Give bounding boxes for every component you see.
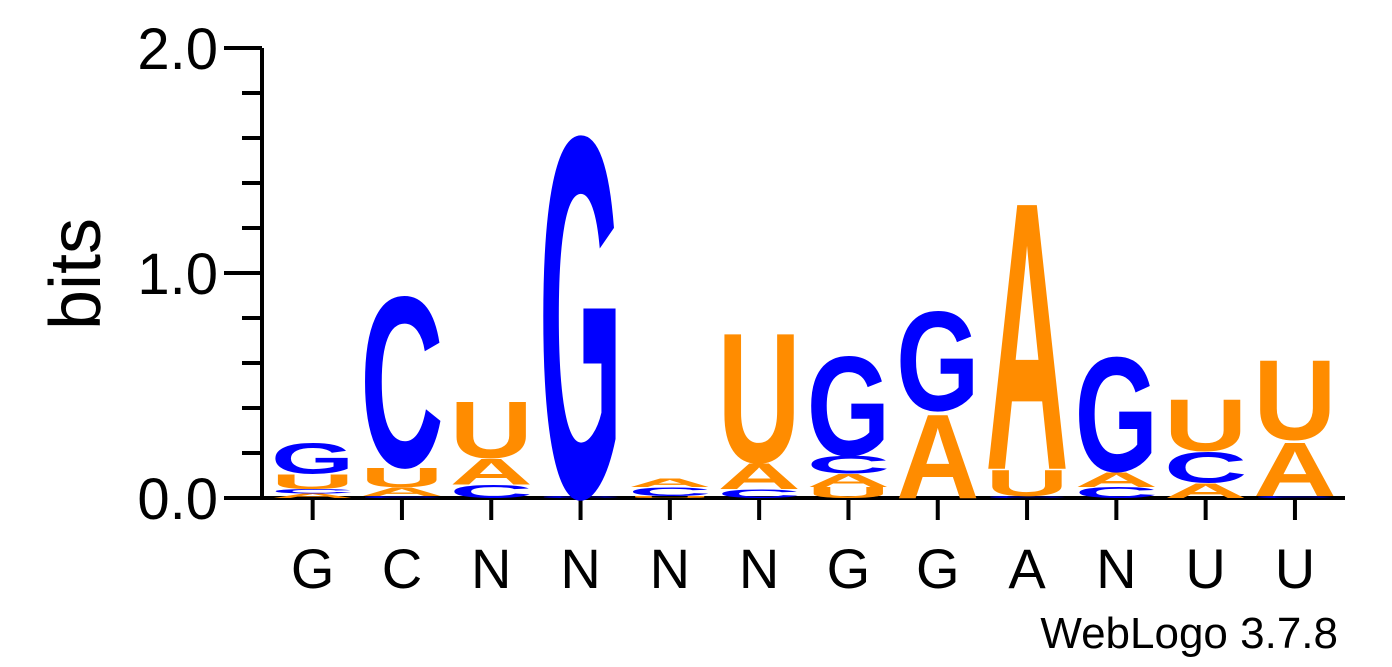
x-tick-label: G xyxy=(827,537,871,600)
letter-stack: AG xyxy=(896,281,979,523)
letter-stack: CG xyxy=(539,29,622,605)
x-tick-label: N xyxy=(471,537,511,600)
x-tick-label: N xyxy=(560,537,600,600)
logo-letter: A xyxy=(896,389,979,524)
logo-letter: U xyxy=(360,462,443,493)
logo-letter: C xyxy=(1253,495,1336,498)
logo-letter: G xyxy=(896,281,979,440)
logo-letter: U xyxy=(1164,383,1247,466)
logo-letter: A xyxy=(985,122,1068,550)
y-axis: 0.0 1.0 2.0 xyxy=(137,17,264,532)
y-tick-label: 1.0 xyxy=(137,242,218,307)
y-axis-title: bits xyxy=(36,218,116,330)
logo-letter: A xyxy=(1075,467,1158,491)
x-tick-label: N xyxy=(650,537,690,600)
logo-letter: U xyxy=(718,294,801,502)
logo-letter: C xyxy=(539,495,622,498)
x-tick-label: N xyxy=(739,537,779,600)
logo-letter: U xyxy=(628,495,711,498)
logo-letter: U xyxy=(450,386,533,476)
logo-letter: C xyxy=(360,495,443,498)
logo-letter: C xyxy=(718,487,801,501)
logo-letter: G xyxy=(1075,324,1158,506)
letter-stack: CAG xyxy=(1075,324,1158,506)
logo-letter: C xyxy=(450,481,533,502)
logo-letter: A xyxy=(628,476,711,490)
logo-letter: C xyxy=(985,495,1068,498)
logo-letter: C xyxy=(360,247,443,519)
logo-letter: A xyxy=(360,485,443,499)
logo-letter: U xyxy=(807,484,890,501)
x-tick-label: C xyxy=(382,537,422,600)
logo-letter: C xyxy=(628,485,711,499)
letter-stack: UCA xyxy=(628,476,711,499)
logo-letter: C xyxy=(807,451,890,479)
x-tick-label: U xyxy=(1185,537,1225,600)
logo-letter: G xyxy=(539,29,622,605)
letter-stack: CAU xyxy=(450,386,533,502)
x-tick-label: G xyxy=(916,537,960,600)
x-tick-label: N xyxy=(1096,537,1136,600)
logo-letter: A xyxy=(1253,426,1336,513)
logo-letter: A xyxy=(807,470,890,491)
logo-letter: C xyxy=(271,488,354,495)
letter-stack: CAU xyxy=(1253,337,1336,512)
logo-letter: U xyxy=(1253,337,1336,464)
y-tick-label: 2.0 xyxy=(137,17,218,82)
y-tick-label: 0.0 xyxy=(137,467,218,532)
logo-letter: C xyxy=(1164,444,1247,492)
letter-stack: CUA xyxy=(985,122,1068,550)
logo-letter: U xyxy=(985,462,1068,504)
x-tick-label: A xyxy=(1008,537,1046,600)
letter-stack: CAU xyxy=(718,294,801,502)
logo-letter: A xyxy=(450,451,533,493)
logo-letter: G xyxy=(807,326,890,485)
logo-letter: A xyxy=(1164,478,1247,502)
logo-letter: U xyxy=(271,469,354,493)
letter-stack: ACU xyxy=(1164,383,1247,502)
logo-letter: A xyxy=(718,456,801,498)
x-tick-label: U xyxy=(1275,537,1315,600)
weblogo-credit: WebLogo 3.7.8 xyxy=(1040,609,1338,658)
logo-letter: A xyxy=(271,492,354,499)
x-tick-label: G xyxy=(291,537,335,600)
logo-letter: C xyxy=(1075,484,1158,501)
logo-letter: G xyxy=(271,435,354,483)
